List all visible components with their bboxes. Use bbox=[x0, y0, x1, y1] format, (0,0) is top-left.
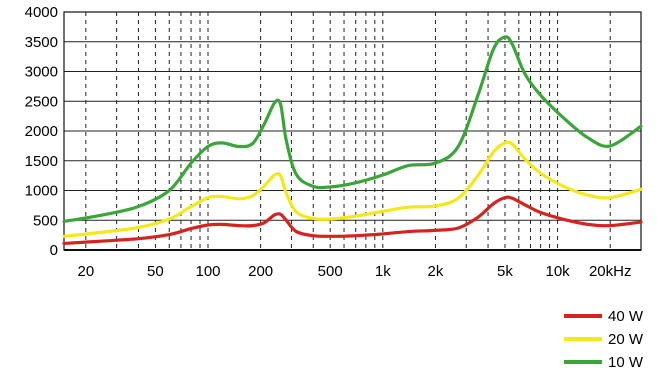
legend-label-40w: 40 W bbox=[608, 308, 644, 325]
x-tick-label: 200 bbox=[248, 263, 273, 280]
x-tick-label: 20kHz bbox=[589, 263, 632, 280]
x-tick-label: 2k bbox=[428, 263, 444, 280]
y-tick-label: 0 bbox=[50, 242, 58, 259]
x-tick-label: 5k bbox=[497, 263, 513, 280]
x-tick-labels: 20 50 100 200 500 1k 2k 5k 10k 20kHz bbox=[77, 263, 631, 280]
axes bbox=[63, 11, 642, 251]
legend-label-10w: 10 W bbox=[608, 354, 644, 371]
y-tick-label: 500 bbox=[33, 212, 58, 229]
x-tick-label: 500 bbox=[318, 263, 343, 280]
y-tick-label: 2500 bbox=[25, 93, 58, 110]
legend-label-20w: 20 W bbox=[608, 331, 644, 348]
legend: 40 W 20 W 10 W bbox=[564, 308, 644, 371]
x-tick-label: 50 bbox=[147, 263, 164, 280]
y-tick-label: 1500 bbox=[25, 153, 58, 170]
x-tick-label: 1k bbox=[375, 263, 391, 280]
y-tick-label: 4000 bbox=[25, 4, 58, 21]
x-tick-label: 10k bbox=[546, 263, 571, 280]
y-tick-label: 3000 bbox=[25, 64, 58, 81]
series-line-20w bbox=[62, 140, 643, 238]
x-tick-label: 20 bbox=[77, 263, 94, 280]
series-lines bbox=[62, 35, 643, 246]
y-tick-labels: 0 500 1000 1500 2000 2500 3000 3500 4000 bbox=[25, 4, 58, 259]
grid bbox=[64, 11, 641, 250]
y-tick-label: 2000 bbox=[25, 123, 58, 140]
y-tick-label: 1000 bbox=[25, 183, 58, 200]
y-tick-label: 3500 bbox=[25, 34, 58, 51]
series-line-40w bbox=[62, 195, 643, 246]
x-tick-label: 100 bbox=[195, 263, 220, 280]
series-line-10w bbox=[62, 35, 643, 224]
